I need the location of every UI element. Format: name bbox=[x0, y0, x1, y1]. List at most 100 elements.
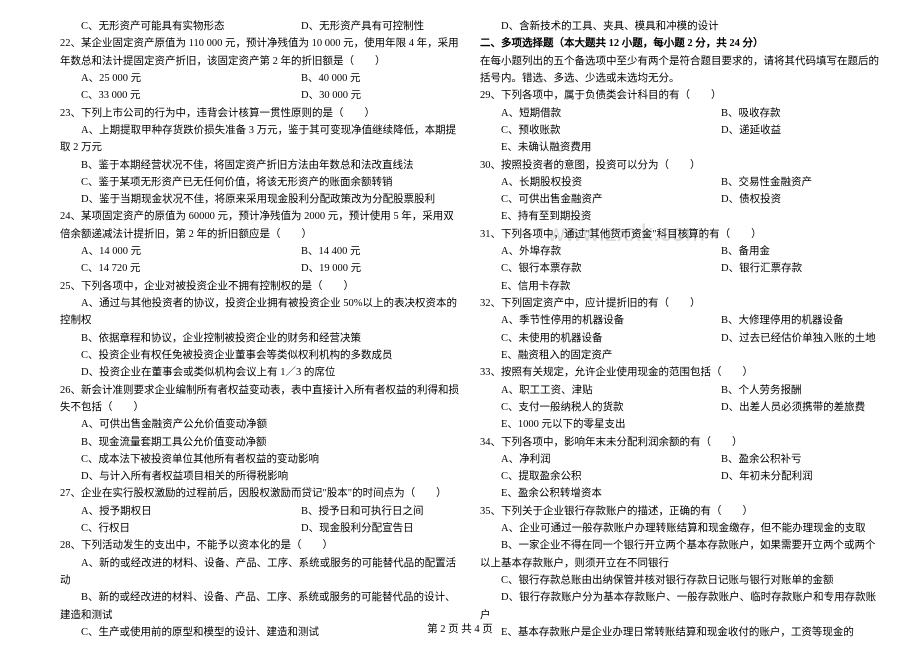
q24-ab: A、14 000 元 B、14 400 元 bbox=[60, 243, 460, 260]
q24: 24、某项固定资产的原值为 60000 元，预计净残值为 2000 元，预计使用… bbox=[60, 208, 460, 243]
q23: 23、下列上市公司的行为中，违背会计核算一贯性原则的是（ ） bbox=[60, 105, 460, 122]
q21-d: D、无形资产具有可控制性 bbox=[280, 18, 424, 35]
q29-c: C、预收账款 bbox=[480, 122, 700, 139]
q31-ab: A、外埠存款 B、备用金 bbox=[480, 243, 880, 260]
q28-a: A、新的或经改进的材料、设备、产品、工序、系统或服务的可能替代品的配置活动 bbox=[60, 555, 460, 590]
q25-c: C、投资企业有权任免被投资企业董事会等类似权利机构的多数成员 bbox=[60, 347, 460, 364]
left-column: C、无形资产可能具有实物形态 D、无形资产具有可控制性 22、某企业固定资产原值… bbox=[60, 18, 460, 641]
q35: 35、下列关于企业银行存款账户的描述，正确的有（ ） bbox=[480, 503, 880, 520]
q30-e: E、持有至到期投资 bbox=[480, 208, 880, 225]
q31-c: C、银行本票存款 bbox=[480, 260, 700, 277]
q34-ab: A、净利润 B、盈余公积补亏 bbox=[480, 451, 880, 468]
q26: 26、新会计准则要求企业编制所有者权益变动表，表中直接计入所有者权益的利得和损失… bbox=[60, 382, 460, 417]
q29-cd: C、预收账款 D、递延收益 bbox=[480, 122, 880, 139]
q35-a: A、企业可通过一般存款账户办理转账结算和现金缴存，但不能办理现金的支取 bbox=[480, 520, 880, 537]
q34: 34、下列各项中，影响年末未分配利润余额的有（ ） bbox=[480, 434, 880, 451]
q26-d: D、与计入所有者权益项目相关的所得税影响 bbox=[60, 468, 460, 485]
q35-e: E、基本存款账户是企业办理日常转账结算和现金收付的账户，工资等现金的 bbox=[480, 624, 880, 641]
q23-a: A、上期提取甲种存货跌价损失准备 3 万元，鉴于其可变现净值继续降低，本期提取 … bbox=[60, 122, 460, 157]
q33-cd: C、支付一般纳税人的货款 D、出差人员必须携带的差旅费 bbox=[480, 399, 880, 416]
q28: 28、下列活动发生的支出中，不能予以资本化的是（ ） bbox=[60, 537, 460, 554]
q35-d: D、银行存款账户分为基本存款账户、一般存款账户、临时存款账户和专用存款账户 bbox=[480, 589, 880, 624]
q29-d: D、递延收益 bbox=[700, 122, 781, 139]
section-2-title: 二、多项选择题（本大题共 12 小题，每小题 2 分，共 24 分） bbox=[480, 35, 880, 52]
q32-d: D、过去已经估价单独入账的土地 bbox=[700, 330, 876, 347]
q34-a: A、净利润 bbox=[480, 451, 700, 468]
q27-cd: C、行权日 D、现金股利分配宣告日 bbox=[60, 520, 460, 537]
q33-b: B、个人劳务报酬 bbox=[700, 382, 802, 399]
q27-a: A、授予期权日 bbox=[60, 503, 280, 520]
q33-ab: A、职工工资、津贴 B、个人劳务报酬 bbox=[480, 382, 880, 399]
q29-e: E、未确认融资费用 bbox=[480, 139, 880, 156]
q30-ab: A、长期股权投资 B、交易性金融资产 bbox=[480, 174, 880, 191]
q24-b: B、14 400 元 bbox=[280, 243, 361, 260]
q23-d: D、鉴于当期现金状况不佳，将原来采用现金股利分配政策改为分配股票股利 bbox=[60, 191, 460, 208]
q29-ab: A、短期借款 B、吸收存款 bbox=[480, 105, 880, 122]
q34-d: D、年初未分配利润 bbox=[700, 468, 813, 485]
q31-b: B、备用金 bbox=[700, 243, 770, 260]
q27-ab: A、授予期权日 B、授予日和可执行日之间 bbox=[60, 503, 460, 520]
q22-a: A、25 000 元 bbox=[60, 70, 280, 87]
q26-a: A、可供出售金融资产公允价值变动净额 bbox=[60, 416, 460, 433]
q29-b: B、吸收存款 bbox=[700, 105, 781, 122]
q21-cd: C、无形资产可能具有实物形态 D、无形资产具有可控制性 bbox=[60, 18, 460, 35]
q34-b: B、盈余公积补亏 bbox=[700, 451, 802, 468]
q31-cd: C、银行本票存款 D、银行汇票存款 bbox=[480, 260, 880, 277]
q26-c: C、成本法下被投资单位其他所有者权益的变动影响 bbox=[60, 451, 460, 468]
q34-c: C、提取盈余公积 bbox=[480, 468, 700, 485]
q30-d: D、债权投资 bbox=[700, 191, 781, 208]
q28-c: C、生产或使用前的原型和模型的设计、建造和测试 bbox=[60, 624, 460, 641]
q33-c: C、支付一般纳税人的货款 bbox=[480, 399, 700, 416]
q33-a: A、职工工资、津贴 bbox=[480, 382, 700, 399]
q22-d: D、30 000 元 bbox=[280, 87, 361, 104]
q33: 33、按照有关规定，允许企业使用现金的范围包括（ ） bbox=[480, 364, 880, 381]
q33-d: D、出差人员必须携带的差旅费 bbox=[700, 399, 865, 416]
q31-d: D、银行汇票存款 bbox=[700, 260, 802, 277]
q24-cd: C、14 720 元 D、19 000 元 bbox=[60, 260, 460, 277]
q23-c: C、鉴于某项无形资产已无任何价值，将该无形资产的账面余额转销 bbox=[60, 174, 460, 191]
q30: 30、按照投资者的意图，投资可以分为（ ） bbox=[480, 157, 880, 174]
section-2-instr: 在每小题列出的五个备选项中至少有两个是符合题目要求的，请将其代码填写在题后的括号… bbox=[480, 53, 880, 88]
q27-c: C、行权日 bbox=[60, 520, 280, 537]
q28-b: B、新的或经改进的材料、设备、产品、工序、系统或服务的可能替代品的设计、建造和测… bbox=[60, 589, 460, 624]
q31-e: E、信用卡存款 bbox=[480, 278, 880, 295]
q35-b: B、一家企业不得在同一个银行开立两个基本存款账户，如果需要开立两个或两个以上基本… bbox=[480, 537, 880, 572]
q32-b: B、大修理停用的机器设备 bbox=[700, 312, 844, 329]
q31-a: A、外埠存款 bbox=[480, 243, 700, 260]
q27: 27、企业在实行股权激励的过程前后，因股权激励而贷记"股本"的时间点为（ ） bbox=[60, 485, 460, 502]
q27-b: B、授予日和可执行日之间 bbox=[280, 503, 424, 520]
q29: 29、下列各项中，属于负债类会计科目的有（ ） bbox=[480, 87, 880, 104]
q32-a: A、季节性停用的机器设备 bbox=[480, 312, 700, 329]
page-content: C、无形资产可能具有实物形态 D、无形资产具有可控制性 22、某企业固定资产原值… bbox=[0, 0, 920, 641]
q32-ab: A、季节性停用的机器设备 B、大修理停用的机器设备 bbox=[480, 312, 880, 329]
q22-b: B、40 000 元 bbox=[280, 70, 361, 87]
q22-cd: C、33 000 元 D、30 000 元 bbox=[60, 87, 460, 104]
q32-c: C、未使用的机器设备 bbox=[480, 330, 700, 347]
q34-cd: C、提取盈余公积 D、年初未分配利润 bbox=[480, 468, 880, 485]
q30-c: C、可供出售金融资产 bbox=[480, 191, 700, 208]
q28-d: D、含新技术的工具、夹具、模具和冲模的设计 bbox=[480, 18, 880, 35]
q32-cd: C、未使用的机器设备 D、过去已经估价单独入账的土地 bbox=[480, 330, 880, 347]
q27-d: D、现金股利分配宣告日 bbox=[280, 520, 414, 537]
q22-c: C、33 000 元 bbox=[60, 87, 280, 104]
q23-b: B、鉴于本期经营状况不佳，将固定资产折旧方法由年数总和法改直线法 bbox=[60, 157, 460, 174]
q32: 32、下列固定资产中，应计提折旧的有（ ） bbox=[480, 295, 880, 312]
q25-d: D、投资企业在董事会或类似机构会议上有 1／3 的席位 bbox=[60, 364, 460, 381]
q34-e: E、盈余公积转增资本 bbox=[480, 485, 880, 502]
q33-e: E、1000 元以下的零星支出 bbox=[480, 416, 880, 433]
q35-c: C、银行存款总账由出纳保管并核对银行存款日记账与银行对账单的金额 bbox=[480, 572, 880, 589]
q24-d: D、19 000 元 bbox=[280, 260, 361, 277]
q32-e: E、融资租入的固定资产 bbox=[480, 347, 880, 364]
q29-a: A、短期借款 bbox=[480, 105, 700, 122]
q25: 25、下列各项中，企业对被投资企业不拥有控制权的是（ ） bbox=[60, 278, 460, 295]
q30-b: B、交易性金融资产 bbox=[700, 174, 812, 191]
q24-c: C、14 720 元 bbox=[60, 260, 280, 277]
q30-a: A、长期股权投资 bbox=[480, 174, 700, 191]
q31: 31、下列各项中，通过"其他货币资金"科目核算的有（ ） bbox=[480, 226, 880, 243]
q21-c: C、无形资产可能具有实物形态 bbox=[60, 18, 280, 35]
q22-ab: A、25 000 元 B、40 000 元 bbox=[60, 70, 460, 87]
q25-a: A、通过与其他投资者的协议，投资企业拥有被投资企业 50%以上的表决权资本的控制… bbox=[60, 295, 460, 330]
q22: 22、某企业固定资产原值为 110 000 元，预计净残值为 10 000 元，… bbox=[60, 35, 460, 70]
q26-b: B、现金流量套期工具公允价值变动净额 bbox=[60, 434, 460, 451]
q25-b: B、依据章程和协议，企业控制被投资企业的财务和经营决策 bbox=[60, 330, 460, 347]
